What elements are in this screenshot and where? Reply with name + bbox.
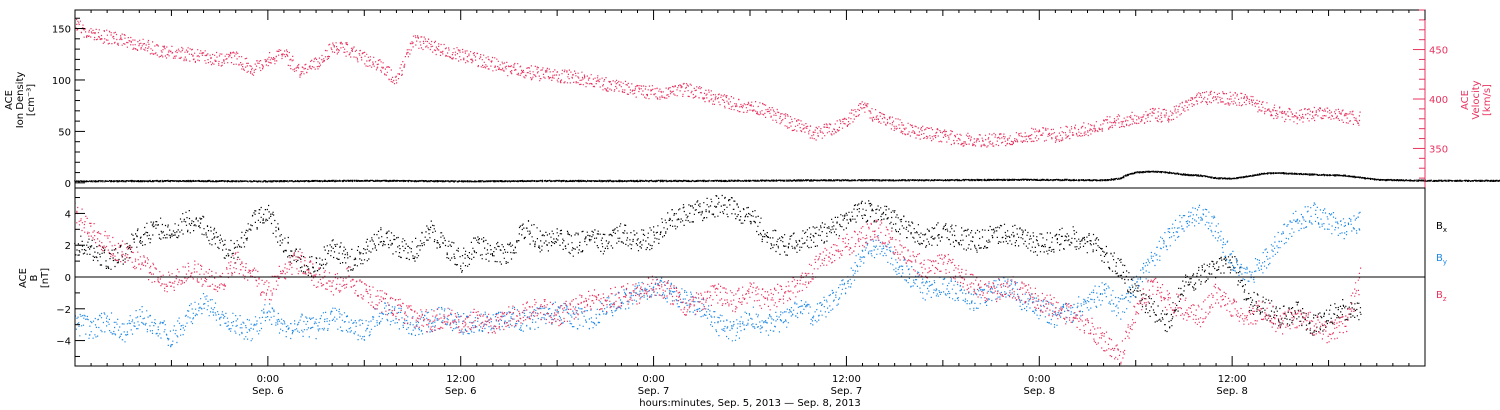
time-tick-label: 0:00	[257, 374, 279, 385]
date-tick-label: Sep. 7	[638, 386, 670, 397]
y2-axis-label: ACE	[1460, 90, 1471, 110]
bottom-axes: −4 −2 0 2 4 ACE B [nT] Bx By Bz	[18, 187, 1447, 367]
date-tick-label: Sep. 8	[1023, 386, 1055, 397]
series-By	[74, 202, 1361, 348]
time-tick-label: 0:00	[642, 374, 664, 385]
y2-tick-label: 350	[1429, 144, 1448, 155]
bottom-series-layer	[74, 194, 1362, 365]
time-tick-label: 12:00	[1218, 374, 1247, 385]
date-tick-label: Sep. 6	[252, 386, 284, 397]
y-axis-label: [cm⁻³]	[26, 84, 37, 116]
series-points	[74, 202, 1362, 365]
y-tick-label: 4	[65, 209, 71, 220]
y-tick-label: 0	[65, 179, 71, 190]
legend-entry: Bz	[1436, 290, 1447, 303]
y-tick-label: 2	[65, 241, 71, 252]
legend-entry: By	[1436, 253, 1447, 266]
series-points	[75, 18, 1361, 148]
legend-entry: Bx	[1436, 221, 1447, 234]
time-tick-label: 12:00	[832, 374, 861, 385]
y-tick-label: 150	[52, 25, 71, 36]
y-axis-label: ACE	[18, 268, 29, 288]
series-points	[74, 202, 1361, 348]
y2-axis-label: [km/s]	[1482, 84, 1493, 116]
y-axis-label: Ion Density	[15, 72, 26, 129]
y2-tick-label: 400	[1429, 95, 1448, 106]
date-tick-label: Sep. 8	[1216, 386, 1248, 397]
y-axis-label: ACE	[4, 90, 15, 110]
y-axis-label: B	[29, 274, 40, 281]
series-right	[75, 18, 1361, 148]
series-Bz	[74, 202, 1362, 365]
series-Bx	[74, 194, 1362, 336]
y2-tick-label: 450	[1429, 46, 1448, 57]
top-series-layer	[74, 18, 1500, 183]
time-tick-label: 0:00	[1028, 374, 1050, 385]
y-tick-label: 0	[65, 273, 71, 284]
time-axis-title: hours:minutes, Sep. 5, 2013 — Sep. 8, 20…	[639, 398, 860, 409]
series-points	[74, 194, 1362, 336]
y-tick-label: 50	[58, 127, 71, 138]
series-left	[74, 170, 1500, 183]
y2-axis-label: Velocity	[1471, 80, 1482, 119]
date-tick-label: Sep. 6	[445, 386, 477, 397]
bottom-panel: −4 −2 0 2 4 ACE B [nT] Bx By Bz	[18, 187, 1447, 367]
y-tick-label: −2	[56, 305, 71, 316]
top-frame	[74, 9, 1426, 189]
time-tick-label: 12:00	[446, 374, 475, 385]
y-axis-label: [nT]	[40, 268, 51, 288]
y-tick-label: −4	[56, 337, 71, 348]
date-tick-label: Sep. 7	[831, 386, 863, 397]
y-tick-label: 100	[52, 76, 71, 87]
series-points	[74, 170, 1500, 183]
